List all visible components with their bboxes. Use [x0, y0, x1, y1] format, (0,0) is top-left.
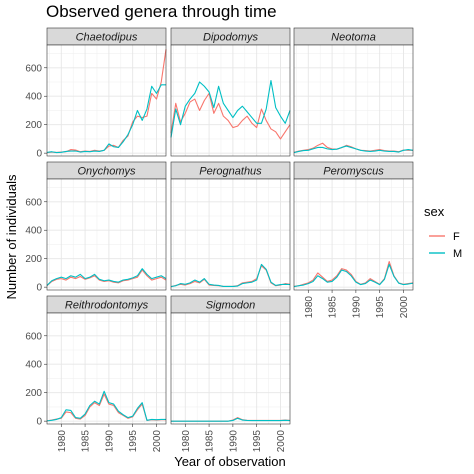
- y-tick-label: 0: [36, 417, 42, 428]
- x-tick-label: 1995: [252, 430, 263, 453]
- series-line-m: [170, 263, 291, 288]
- x-tick-label: 1985: [81, 430, 92, 453]
- x-tick-label: 1990: [351, 296, 362, 319]
- facet-panel-neotoma: Neotoma: [293, 27, 414, 157]
- plot-background: [171, 179, 290, 290]
- facet-panel-dipodomys: Dipodomys: [170, 27, 291, 157]
- y-tick-label: 400: [25, 92, 42, 103]
- legend-label-m: M: [453, 248, 462, 260]
- x-tick-label: 2000: [152, 430, 163, 453]
- x-tick-label: 1980: [304, 296, 315, 319]
- series-line-m: [293, 263, 414, 288]
- panel-border: [170, 44, 291, 157]
- panel-border: [293, 44, 414, 157]
- x-tick-label: 1985: [205, 430, 216, 453]
- x-tick-label: 2000: [276, 430, 287, 453]
- y-tick-label: 200: [25, 254, 42, 265]
- y-tick-label: 200: [25, 388, 42, 399]
- facet-panel-perognathus: Perognathus: [170, 161, 291, 291]
- x-tick-label: 1995: [375, 296, 386, 319]
- series-line-f: [170, 92, 291, 140]
- x-tick-label: 1990: [228, 430, 239, 453]
- y-tick-label: 200: [25, 120, 42, 131]
- x-tick-label: 1980: [57, 430, 68, 453]
- series-line-m: [293, 145, 414, 154]
- panel-border: [46, 44, 167, 157]
- y-tick-label: 600: [25, 63, 42, 74]
- series-line-f: [46, 269, 167, 287]
- y-tick-label: 600: [25, 197, 42, 208]
- legend: sex FM: [424, 204, 462, 260]
- panel-border: [46, 178, 167, 291]
- facet-panel-chaetodipus: Chaetodipus 0 200 400 600: [25, 27, 167, 160]
- y-tick-label: 0: [36, 149, 42, 160]
- x-tick-label: 2000: [399, 296, 410, 319]
- panel-border: [170, 312, 291, 425]
- facet-panel-reithrodontomys: Reithrodontomys 0 200 400 600 1980 1985 1990 199…: [25, 295, 167, 453]
- y-tick-label: 400: [25, 226, 42, 237]
- legend-title: sex: [424, 204, 445, 219]
- plot-background: [294, 179, 413, 290]
- series-line-m: [170, 80, 291, 138]
- series-line-m: [46, 390, 166, 422]
- y-tick-label: 400: [25, 360, 42, 371]
- facet-label: Reithrodontomys: [65, 300, 149, 312]
- plot-background: [171, 313, 290, 424]
- y-axis-title: Number of individuals: [4, 174, 19, 300]
- x-tick-label: 1985: [328, 296, 339, 319]
- facet-panel-peromyscus: Peromyscus 1980 1985 1990 1995 2000: [293, 161, 414, 319]
- plot-background: [47, 179, 166, 290]
- facet-panel-onychomys: Onychomys 0 200 400 600: [25, 161, 167, 294]
- y-tick-label: 0: [36, 283, 42, 294]
- facet-label: Chaetodipus: [76, 32, 138, 44]
- chart-title: Observed genera through time: [46, 2, 277, 21]
- series-line-m: [46, 268, 167, 286]
- plot-background: [47, 45, 166, 156]
- plot-background: [171, 45, 290, 156]
- plot-background: [47, 313, 166, 424]
- facet-label: Onychomys: [77, 166, 136, 178]
- series-line-m: [46, 84, 166, 154]
- series-line-m: [171, 417, 291, 422]
- facet-label: Perognathus: [199, 166, 262, 178]
- panel-border: [170, 178, 291, 291]
- facet-label: Peromyscus: [323, 166, 384, 178]
- plot-background: [294, 45, 413, 156]
- panel-border: [46, 312, 167, 425]
- x-tick-label: 1995: [128, 430, 139, 453]
- y-tick-label: 600: [25, 331, 42, 342]
- legend-label-f: F: [453, 231, 460, 243]
- x-tick-label: 1980: [181, 430, 192, 453]
- facet-label: Sigmodon: [206, 300, 256, 312]
- facet-label: Neotoma: [331, 32, 376, 44]
- panel-border: [293, 178, 414, 291]
- x-tick-label: 1990: [104, 430, 115, 453]
- x-axis-title: Year of observation: [174, 454, 286, 469]
- facet-panel-sigmodon: Sigmodon 1980 1985 1990 1995 2000: [170, 295, 291, 453]
- facet-label: Dipodomys: [203, 32, 259, 44]
- facet-panels: Chaetodipus 0 200 400 600 Dipodomys Neotoma Ony…: [25, 27, 414, 453]
